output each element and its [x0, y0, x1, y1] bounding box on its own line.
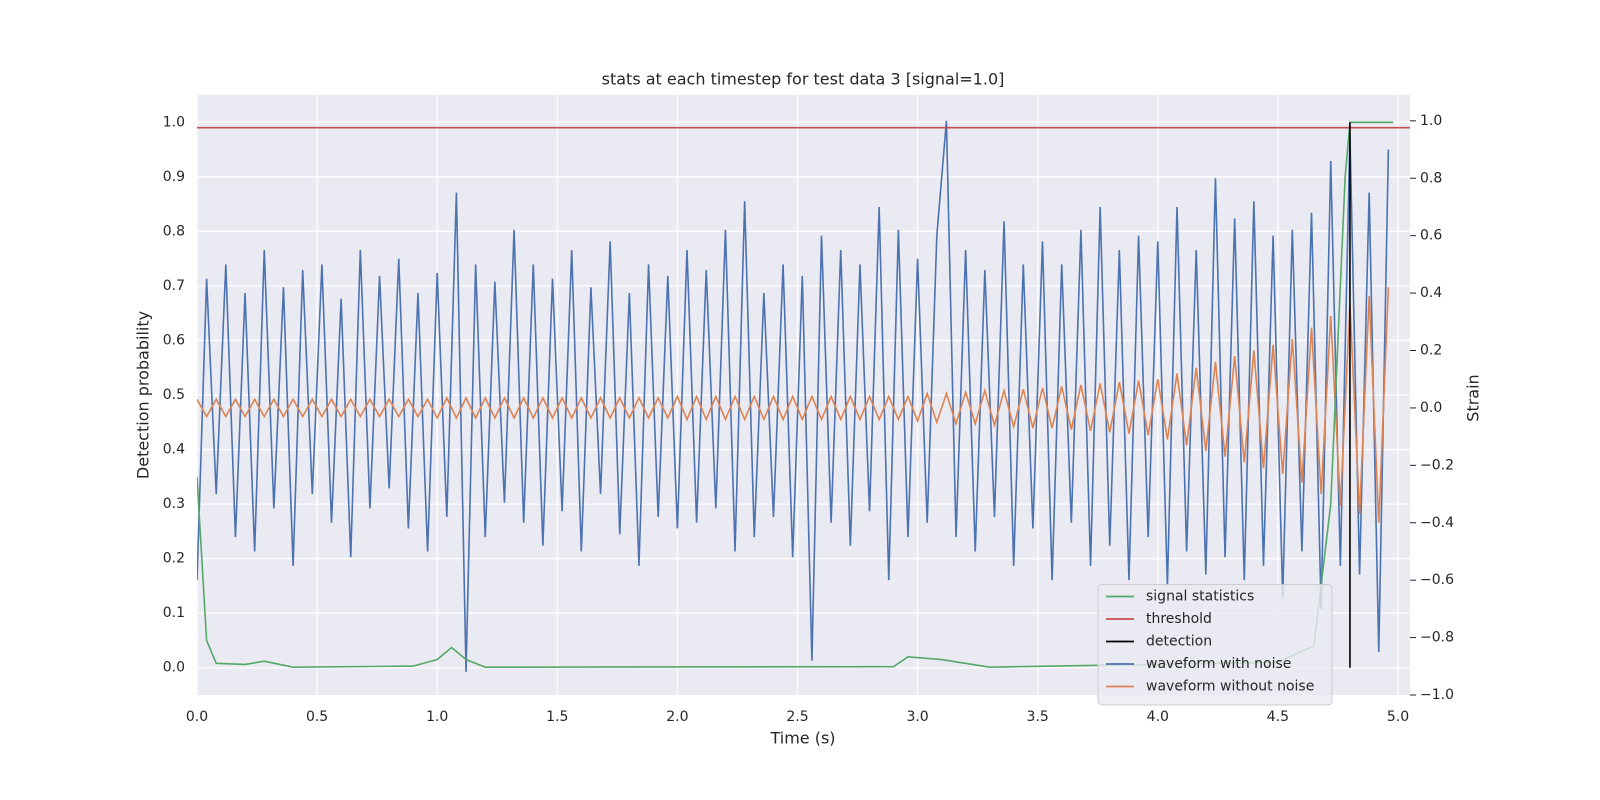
- y2-tick-label: −0.2: [1420, 457, 1454, 473]
- y2-tick-label: 1.0: [1420, 113, 1442, 129]
- y-tick-label: 0.5: [163, 387, 185, 403]
- y-tick-label: 0.4: [163, 442, 185, 458]
- x-tick-label: 4.0: [1147, 709, 1169, 725]
- legend-label: waveform with noise: [1146, 656, 1291, 672]
- series-line: [197, 120, 1390, 673]
- series-line: [197, 121, 1394, 668]
- legend-label: waveform without noise: [1146, 679, 1314, 695]
- legend-label: signal statistics: [1146, 589, 1254, 605]
- legend-box: [1097, 584, 1333, 706]
- x-tick-label: 3.0: [906, 709, 928, 725]
- y2-tick-label: 0.0: [1420, 400, 1442, 416]
- y2-tick-label: 0.6: [1420, 228, 1442, 244]
- y-tick-label: 0.6: [163, 332, 185, 348]
- chart-title: stats at each timestep for test data 3 […: [602, 70, 1005, 89]
- y-tick-label: 0.3: [163, 496, 185, 512]
- y2-tick-label: 0.8: [1420, 170, 1442, 186]
- y2-tick-label: 0.4: [1420, 285, 1442, 301]
- x-tick-label: 4.5: [1267, 709, 1289, 725]
- x-tick-label: 2.5: [786, 709, 808, 725]
- x-tick-label: 0.0: [186, 709, 208, 725]
- x-tick-label: 5.0: [1387, 709, 1409, 725]
- y-tick-label: 0.1: [163, 605, 185, 621]
- x-tick-label: 3.5: [1027, 709, 1049, 725]
- y-tick-label: 1.0: [163, 114, 185, 130]
- legend-label: threshold: [1146, 611, 1212, 627]
- x-tick-label: 1.0: [426, 709, 448, 725]
- y2-tick-label: −0.6: [1420, 572, 1454, 588]
- y2-tick-label: −1.0: [1420, 687, 1454, 703]
- x-axis-label: Time (s): [769, 729, 835, 748]
- x-tick-label: 2.0: [666, 709, 688, 725]
- y-axis-label: Detection probability: [134, 311, 153, 479]
- y-tick-label: 0.9: [163, 169, 185, 185]
- legend-label: detection: [1146, 634, 1212, 650]
- y2-tick-label: 0.2: [1420, 343, 1442, 359]
- y-tick-label: 0.0: [163, 660, 185, 676]
- y-tick-label: 0.8: [163, 223, 185, 239]
- series-line: [197, 287, 1390, 523]
- x-tick-label: 1.5: [546, 709, 568, 725]
- x-tick-label: 0.5: [306, 709, 328, 725]
- y2-tick-label: −0.4: [1420, 515, 1454, 531]
- y2-tick-label: −0.8: [1420, 630, 1454, 646]
- y-tick-label: 0.7: [163, 278, 185, 294]
- y-tick-label: 0.2: [163, 551, 185, 567]
- y2-axis-label: Strain: [1464, 374, 1483, 421]
